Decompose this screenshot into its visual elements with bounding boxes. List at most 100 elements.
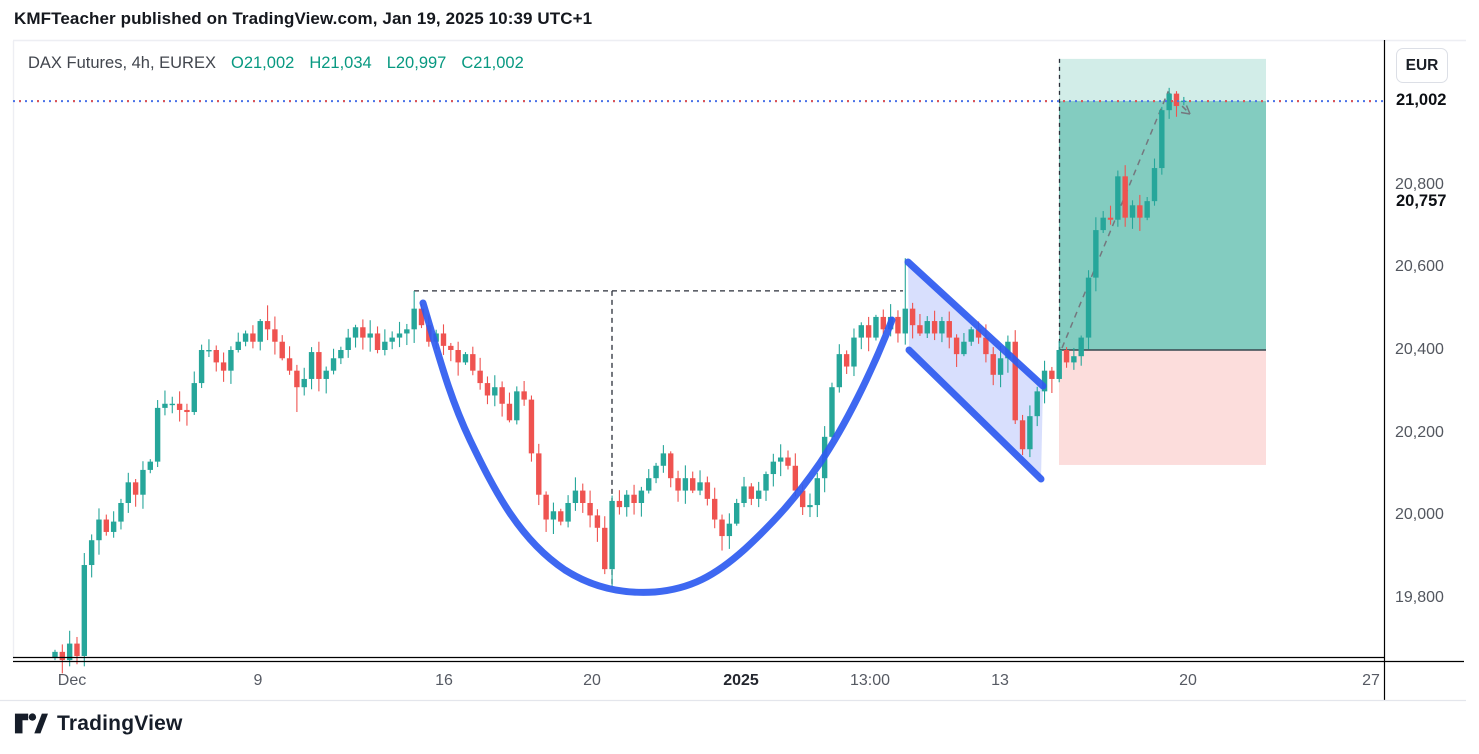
candle-body xyxy=(733,502,740,524)
candle-body xyxy=(316,352,322,379)
candle-body xyxy=(147,461,153,470)
candle-body xyxy=(367,333,373,338)
flag-channel-upper-line xyxy=(904,258,1047,390)
candle-body xyxy=(382,341,388,350)
candle-body xyxy=(286,358,293,371)
candle-body xyxy=(301,378,307,388)
candle-body xyxy=(836,354,843,388)
price-axis[interactable]: 20,800 20,600 20,400 20,200 20,000 19,800 21,0… xyxy=(1386,40,1479,700)
candle-body xyxy=(587,502,593,516)
candle-body xyxy=(477,370,483,384)
candle-body xyxy=(103,519,110,532)
candle-body xyxy=(88,540,95,566)
candle-body xyxy=(704,482,711,499)
candle-body xyxy=(242,333,249,342)
symbol-title: DAX Futures, 4h, EUREX xyxy=(28,54,216,72)
candle-body xyxy=(946,321,952,338)
flag-channel-lower-line xyxy=(905,346,1045,483)
candle-body xyxy=(132,482,139,495)
candle-body xyxy=(807,505,813,508)
time-tick-label: Dec xyxy=(57,672,87,689)
candle-body xyxy=(257,321,263,342)
candle-body xyxy=(264,321,271,330)
candle-body xyxy=(228,350,234,371)
time-axis[interactable]: Dec 9 16 20 2025 13:00 13 20 27 xyxy=(0,663,1479,700)
candle-body xyxy=(404,329,410,334)
candle-body xyxy=(1093,230,1099,278)
candle-body xyxy=(843,354,850,367)
candle-body xyxy=(308,352,315,379)
candle-body xyxy=(360,327,366,338)
candle-body xyxy=(909,308,916,326)
candle-body xyxy=(1159,110,1165,169)
time-tick-label: 16 xyxy=(435,672,453,689)
candle-body xyxy=(499,387,505,404)
candle-body xyxy=(1137,205,1143,218)
ohlc-low: L20,997 xyxy=(386,54,447,72)
candle-body xyxy=(755,490,762,499)
candle-body xyxy=(514,391,520,421)
candle-body xyxy=(565,502,571,522)
candle-body xyxy=(110,521,117,532)
candle-body xyxy=(990,354,996,375)
chart-legend: DAX Futures, 4h, EUREX O21,002 H21,034 L20,… xyxy=(28,54,524,73)
time-tick-label: 2025 xyxy=(723,672,759,689)
candle-body xyxy=(785,457,791,466)
candle-body xyxy=(154,407,161,462)
candle-body xyxy=(1115,176,1121,220)
candle-body xyxy=(675,478,681,491)
candle-body xyxy=(191,383,197,413)
candle-body xyxy=(799,490,806,508)
candle-body xyxy=(59,651,66,661)
time-tick-label: 9 xyxy=(253,672,263,689)
candle-body xyxy=(1144,201,1150,218)
candle-body xyxy=(52,651,58,659)
price-tick-label: 20,600 xyxy=(1395,258,1444,276)
candle-body xyxy=(272,329,278,342)
candle-body xyxy=(858,325,864,338)
candle-body xyxy=(690,478,696,491)
tradingview-logo-icon xyxy=(14,713,48,734)
candle-body xyxy=(1129,205,1136,218)
candle-body xyxy=(1071,356,1077,363)
candle-body xyxy=(1063,350,1070,363)
candle-body xyxy=(558,511,564,522)
price-marker-label: 21,002 xyxy=(1394,91,1449,111)
candle-body xyxy=(975,329,982,338)
candle-body xyxy=(1078,337,1084,357)
candle-body xyxy=(1107,217,1114,220)
tradingview-attribution[interactable]: TradingView xyxy=(14,711,183,736)
candle-body xyxy=(536,453,542,495)
candle-body xyxy=(895,316,901,334)
candle-body xyxy=(770,461,777,475)
candle-body xyxy=(880,316,886,330)
price-marker-label: 20,757 xyxy=(1394,192,1449,212)
candle-body xyxy=(506,403,513,421)
publish-header: KMFTeacher published on TradingView.com,… xyxy=(14,9,593,28)
candle-body xyxy=(206,350,212,352)
candle-body xyxy=(726,523,733,537)
candle-body xyxy=(323,370,329,379)
candle-body xyxy=(1100,217,1106,231)
candle-body xyxy=(176,403,183,410)
candle-body xyxy=(198,350,205,384)
currency-button[interactable]: EUR xyxy=(1396,48,1448,83)
candle-body xyxy=(1056,350,1062,379)
candle-body xyxy=(638,490,645,503)
candle-body xyxy=(448,345,454,350)
projection-arrowhead xyxy=(1180,105,1191,115)
candle-body xyxy=(470,354,476,371)
candle-body xyxy=(917,325,923,334)
candle-body xyxy=(1049,370,1055,379)
candle-body xyxy=(873,316,879,338)
candle-body xyxy=(997,358,1004,375)
price-tick-label: 19,800 xyxy=(1395,589,1444,607)
candle-body xyxy=(902,308,908,334)
candle-body xyxy=(646,478,652,491)
candle-body xyxy=(865,325,872,338)
candle-body xyxy=(1166,93,1172,111)
ohlc-open: O21,002 xyxy=(231,54,295,72)
candle-body xyxy=(1151,168,1158,202)
candle-body xyxy=(66,643,73,661)
